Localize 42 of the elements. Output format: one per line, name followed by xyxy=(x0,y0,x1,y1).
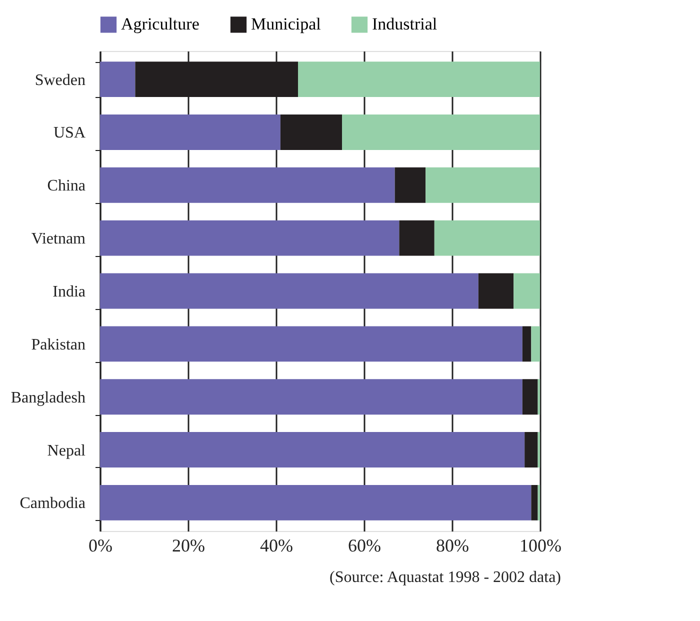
bar xyxy=(524,432,538,468)
x-tick-label: 40% xyxy=(260,536,293,556)
bar xyxy=(478,273,514,309)
legend-label: Agriculture xyxy=(121,14,200,34)
x-tick-label: 0% xyxy=(88,536,112,556)
bar xyxy=(399,220,434,256)
bar xyxy=(522,326,532,362)
legend-label: Municipal xyxy=(251,14,322,34)
bar xyxy=(298,62,540,98)
bar xyxy=(100,273,478,309)
bar xyxy=(100,484,532,520)
bar xyxy=(100,220,400,256)
bar xyxy=(280,114,342,150)
bar xyxy=(342,114,540,150)
x-tick-label: 20% xyxy=(172,536,205,556)
bar xyxy=(100,114,280,150)
bar xyxy=(100,432,525,468)
bar xyxy=(100,62,136,98)
bar xyxy=(100,167,395,203)
bar xyxy=(434,220,540,256)
bar xyxy=(426,167,540,203)
bar xyxy=(531,326,540,362)
bar xyxy=(394,167,426,203)
y-tick-label: Vietnam xyxy=(31,230,86,248)
y-tick-label: Cambodia xyxy=(20,495,86,512)
bar xyxy=(100,379,522,415)
x-tick-label: 100% xyxy=(520,536,562,556)
x-tick-label: 80% xyxy=(436,536,469,556)
bar xyxy=(531,484,538,520)
bar xyxy=(522,379,538,415)
y-tick-label: Pakistan xyxy=(31,336,86,354)
y-tick-label: China xyxy=(47,178,86,195)
legend-label: Industrial xyxy=(372,14,438,34)
y-tick-label: Bangladesh xyxy=(10,389,86,406)
text: (Source: Aquastat 1998 - 2002 data) xyxy=(329,569,561,586)
bar xyxy=(100,326,522,362)
y-tick-label: Nepal xyxy=(47,442,86,460)
bar xyxy=(514,273,540,309)
y-tick-label: USA xyxy=(53,124,86,142)
y-tick-label: India xyxy=(52,284,86,300)
y-tick-label: Sweden xyxy=(34,72,86,89)
x-tick-label: 60% xyxy=(348,536,381,556)
